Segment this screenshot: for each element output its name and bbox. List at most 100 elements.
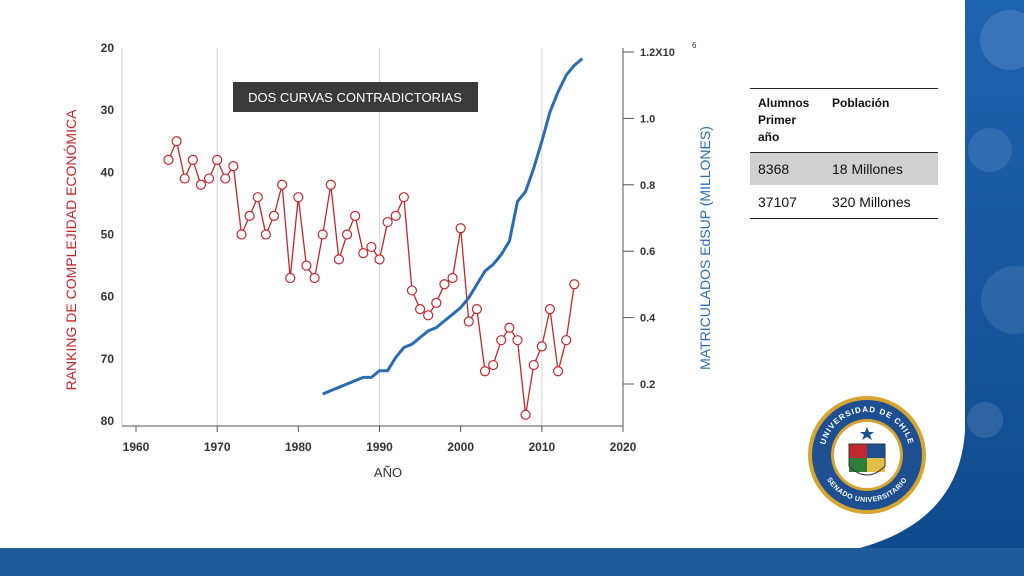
- shield-quarter: [849, 458, 867, 472]
- right-blue-panel: [860, 0, 1024, 548]
- ranking-point: [536, 341, 547, 352]
- ranking-point: [398, 192, 409, 203]
- right-tick-label: 0.8: [640, 180, 655, 192]
- ranking-point: [244, 210, 255, 221]
- ranking-point: [301, 260, 312, 271]
- x-tick-label: 1960: [123, 440, 150, 454]
- table-row: 8368 18 Millones: [750, 152, 938, 186]
- shield-quarter: [867, 458, 885, 472]
- university-seal: UNIVERSIDAD DE CHILE SENADO UNIVERSITARI…: [808, 396, 926, 514]
- x-ticks: 1960 1970 1980 1990 2000 2010 2020: [123, 426, 637, 454]
- x-tick-label: 2010: [528, 440, 555, 454]
- right-tick-label: 0.6: [640, 246, 655, 258]
- ranking-point: [203, 173, 215, 184]
- ranking-point: [260, 229, 271, 240]
- ranking-point: [325, 179, 336, 190]
- ranking-point: [520, 409, 531, 420]
- x-tick-label: 1970: [204, 440, 231, 454]
- left-tick-label: 70: [101, 352, 115, 366]
- ranking-point: [528, 359, 539, 371]
- ranking-point: [544, 304, 556, 315]
- ranking-point: [358, 248, 369, 259]
- ranking-point: [220, 173, 231, 184]
- ranking-point: [496, 335, 507, 346]
- ranking-point: [366, 241, 377, 253]
- ranking-point: [228, 161, 239, 172]
- shield-quarter: [867, 444, 885, 458]
- bg-bubble: [967, 402, 1003, 438]
- ranking-point: [163, 154, 174, 165]
- left-axis-label: RANKING DE COMPLEJIDAD ECONÓMICA: [63, 109, 79, 390]
- left-tick-label: 20: [101, 41, 115, 55]
- ranking-point: [187, 154, 198, 165]
- ranking-point: [569, 279, 580, 290]
- enrollment-series-line: [322, 57, 584, 396]
- ranking-point: [431, 297, 442, 308]
- right-tick-label: 1.0: [640, 113, 655, 125]
- ranking-point: [333, 254, 345, 265]
- ranking-point: [171, 136, 182, 147]
- ranking-point: [512, 335, 523, 346]
- table-row: 37107 320 Millones: [750, 185, 938, 219]
- ranking-point: [236, 229, 247, 240]
- left-tick-label: 40: [101, 165, 115, 179]
- ranking-point: [252, 192, 263, 203]
- x-tick-label: 1980: [285, 440, 312, 454]
- table-cell: 18 Millones: [824, 152, 938, 186]
- ranking-point: [479, 366, 491, 377]
- ranking-point: [382, 216, 393, 228]
- shield-outline: [848, 443, 886, 476]
- table-header-cell: Población: [824, 88, 938, 153]
- left-tick-label: 60: [101, 290, 115, 304]
- shield-quarter: [849, 444, 867, 458]
- right-axis-label: MATRICULADOS EdSUP (MILLONES): [697, 126, 713, 370]
- annotation-box: [233, 82, 478, 112]
- ranking-point: [439, 279, 450, 290]
- ranking-point: [179, 173, 190, 184]
- left-y-ticks: 20 30 40 50 60 70 80: [101, 41, 115, 428]
- ranking-point: [463, 316, 474, 327]
- right-axis-exponent: 6: [692, 41, 697, 50]
- table-header-row: Alumnos Primer año Población: [750, 88, 938, 153]
- ranking-point: [504, 322, 515, 333]
- left-tick-label: 30: [101, 103, 115, 117]
- right-y-ticks: 0.2 0.4 0.6 0.8 1.0 1.2X10: [623, 47, 675, 391]
- ranking-point: [195, 179, 207, 190]
- ranking-point: [309, 272, 320, 284]
- ranking-point: [455, 223, 466, 234]
- x-tick-label: 2000: [447, 440, 474, 454]
- data-table: Alumnos Primer año Población 8368 18 Mil…: [750, 88, 938, 219]
- table-cell: 320 Millones: [824, 185, 938, 219]
- series-layer: [163, 57, 584, 420]
- ranking-point: [390, 210, 401, 221]
- ranking-point: [212, 154, 223, 165]
- ranking-point: [285, 272, 296, 284]
- x-tick-label: 2020: [610, 440, 637, 454]
- table-cell: 37107: [750, 185, 824, 219]
- ranking-point: [268, 210, 280, 221]
- table-cell: 8368: [750, 152, 824, 186]
- left-tick-label: 50: [101, 228, 115, 242]
- ranking-point: [293, 192, 304, 203]
- ranking-point: [277, 179, 288, 190]
- ranking-point: [423, 310, 434, 321]
- ranking-series-line: [167, 140, 575, 416]
- ranking-point: [414, 304, 426, 315]
- ranking-point: [471, 304, 482, 315]
- bg-bubble: [980, 10, 1024, 70]
- ranking-point: [374, 254, 385, 265]
- ranking-point: [561, 335, 572, 346]
- ranking-point: [350, 210, 361, 221]
- annotation-text: DOS CURVAS CONTRADICTORIAS: [248, 90, 462, 105]
- ranking-point: [447, 272, 458, 284]
- ranking-point: [317, 229, 328, 240]
- left-tick-label: 80: [101, 414, 115, 428]
- right-tick-label: 0.4: [640, 313, 656, 325]
- bottom-band: [0, 548, 1024, 576]
- x-tick-label: 1990: [366, 440, 393, 454]
- table-header-cell: Alumnos Primer año: [750, 88, 824, 153]
- x-axis-label: AÑO: [374, 465, 402, 480]
- ranking-point: [552, 366, 564, 377]
